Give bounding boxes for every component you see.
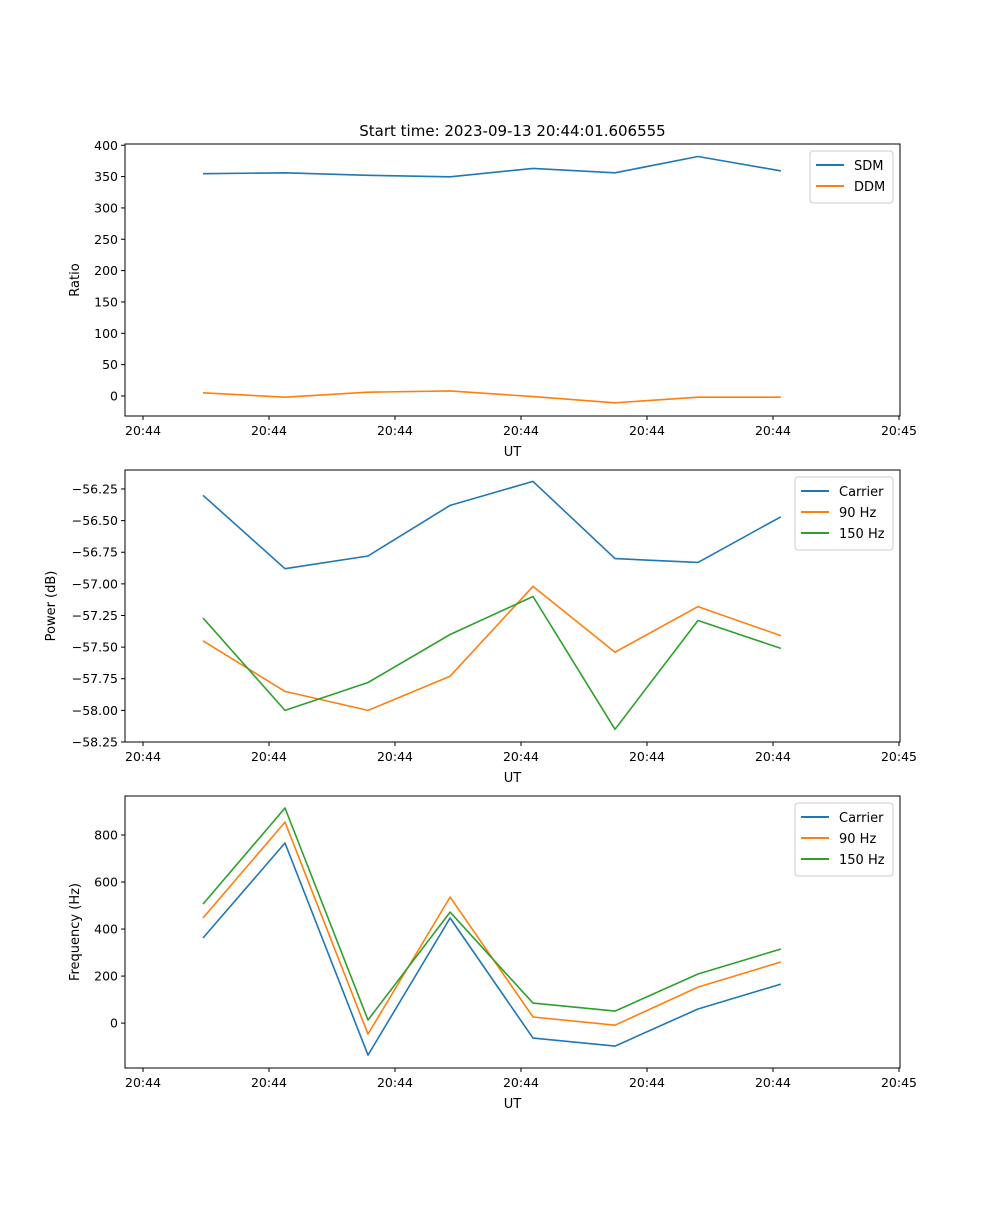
x-tick-label: 20:44 <box>629 1075 665 1090</box>
x-axis-label: UT <box>504 1097 522 1112</box>
y-tick-label: −56.25 <box>72 481 118 496</box>
x-tick-label: 20:44 <box>251 423 287 438</box>
x-axis-label: UT <box>504 445 522 460</box>
series-line-sdm <box>202 155 782 178</box>
x-tick-label: 20:45 <box>881 423 917 438</box>
x-tick-label: 20:44 <box>377 423 413 438</box>
x-axis-label: UT <box>504 771 522 786</box>
y-tick-label: 200 <box>94 969 118 984</box>
x-tick-label: 20:45 <box>881 749 917 764</box>
y-tick-label: 100 <box>94 326 118 341</box>
y-tick-label: 250 <box>94 232 118 247</box>
axes-frame <box>124 795 901 1069</box>
legend: Carrier 90 Hz 150 Hz <box>794 802 894 877</box>
legend-label: 150 Hz <box>839 853 885 868</box>
chart-title: Start time: 2023-09-13 20:44:01.606555 <box>359 122 665 140</box>
legend: Carrier 90 Hz 150 Hz <box>794 476 894 551</box>
legend-label: 150 Hz <box>839 527 885 542</box>
y-tick-label: −58.00 <box>72 703 118 718</box>
x-tick-label: 20:44 <box>755 749 791 764</box>
subplot-3: 20:44 20:44 20:44 20:44 20:44 20:44 20:45 0 200 4… <box>68 795 917 1112</box>
x-tick-label: 20:44 <box>125 749 161 764</box>
x-tick-label: 20:44 <box>503 1075 539 1090</box>
y-tick-label: 50 <box>102 357 118 372</box>
y-axis-label: Power (dB) <box>44 571 59 642</box>
x-tick-label: 20:44 <box>503 749 539 764</box>
x-tick-label: 20:45 <box>881 1075 917 1090</box>
x-tick-label: 20:44 <box>629 423 665 438</box>
series-line-150-hz <box>202 807 782 1021</box>
y-tick-label: −57.25 <box>72 608 118 623</box>
series-line-ddm <box>202 390 781 404</box>
y-tick-label: −58.25 <box>72 735 118 750</box>
y-tick-label: 150 <box>94 294 118 309</box>
y-tick-label: 400 <box>94 138 118 153</box>
x-tick-label: 20:44 <box>125 1075 161 1090</box>
axes-frame <box>124 469 901 743</box>
legend-label: SDM <box>854 159 883 174</box>
series-line-150-hz <box>202 595 782 731</box>
series-line-carrier <box>202 842 782 1056</box>
y-tick-label: 300 <box>94 200 118 215</box>
legend: SDM DDM <box>809 150 894 204</box>
y-tick-label: −56.75 <box>72 545 118 560</box>
y-tick-label: −57.75 <box>72 671 118 686</box>
legend-label: 90 Hz <box>839 832 876 847</box>
x-tick-label: 20:44 <box>755 1075 791 1090</box>
legend-label: DDM <box>854 180 885 195</box>
x-tick-label: 20:44 <box>251 1075 287 1090</box>
y-tick-label: 0 <box>110 1016 118 1031</box>
y-tick-label: 200 <box>94 263 118 278</box>
legend-label: Carrier <box>839 485 884 500</box>
y-tick-label: 350 <box>94 169 118 184</box>
legend-label: Carrier <box>839 811 884 826</box>
y-tick-label: 600 <box>94 875 118 890</box>
x-tick-label: 20:44 <box>503 423 539 438</box>
y-tick-label: 400 <box>94 922 118 937</box>
legend-box <box>794 476 894 551</box>
subplot-1: Start time: 2023-09-13 20:44:01.606555 20… <box>68 122 917 460</box>
x-tick-label: 20:44 <box>755 423 791 438</box>
y-axis-label: Frequency (Hz) <box>68 883 83 981</box>
y-tick-label: −57.50 <box>72 640 118 655</box>
y-tick-label: 800 <box>94 828 118 843</box>
x-tick-label: 20:44 <box>125 423 161 438</box>
y-tick-label: 0 <box>110 388 118 403</box>
x-tick-label: 20:44 <box>377 749 413 764</box>
subplot-2: 20:44 20:44 20:44 20:44 20:44 20:44 20:45 −58.2… <box>44 469 917 786</box>
x-tick-label: 20:44 <box>377 1075 413 1090</box>
axes-frame <box>124 143 901 417</box>
legend-label: 90 Hz <box>839 506 876 521</box>
x-tick-label: 20:44 <box>251 749 287 764</box>
y-axis-label: Ratio <box>68 263 83 296</box>
x-tick-label: 20:44 <box>629 749 665 764</box>
y-tick-label: −56.50 <box>72 513 118 528</box>
series-line-90-hz <box>202 585 782 712</box>
y-tick-label: −57.00 <box>72 576 118 591</box>
legend-box <box>794 802 894 877</box>
series-line-carrier <box>202 480 782 570</box>
